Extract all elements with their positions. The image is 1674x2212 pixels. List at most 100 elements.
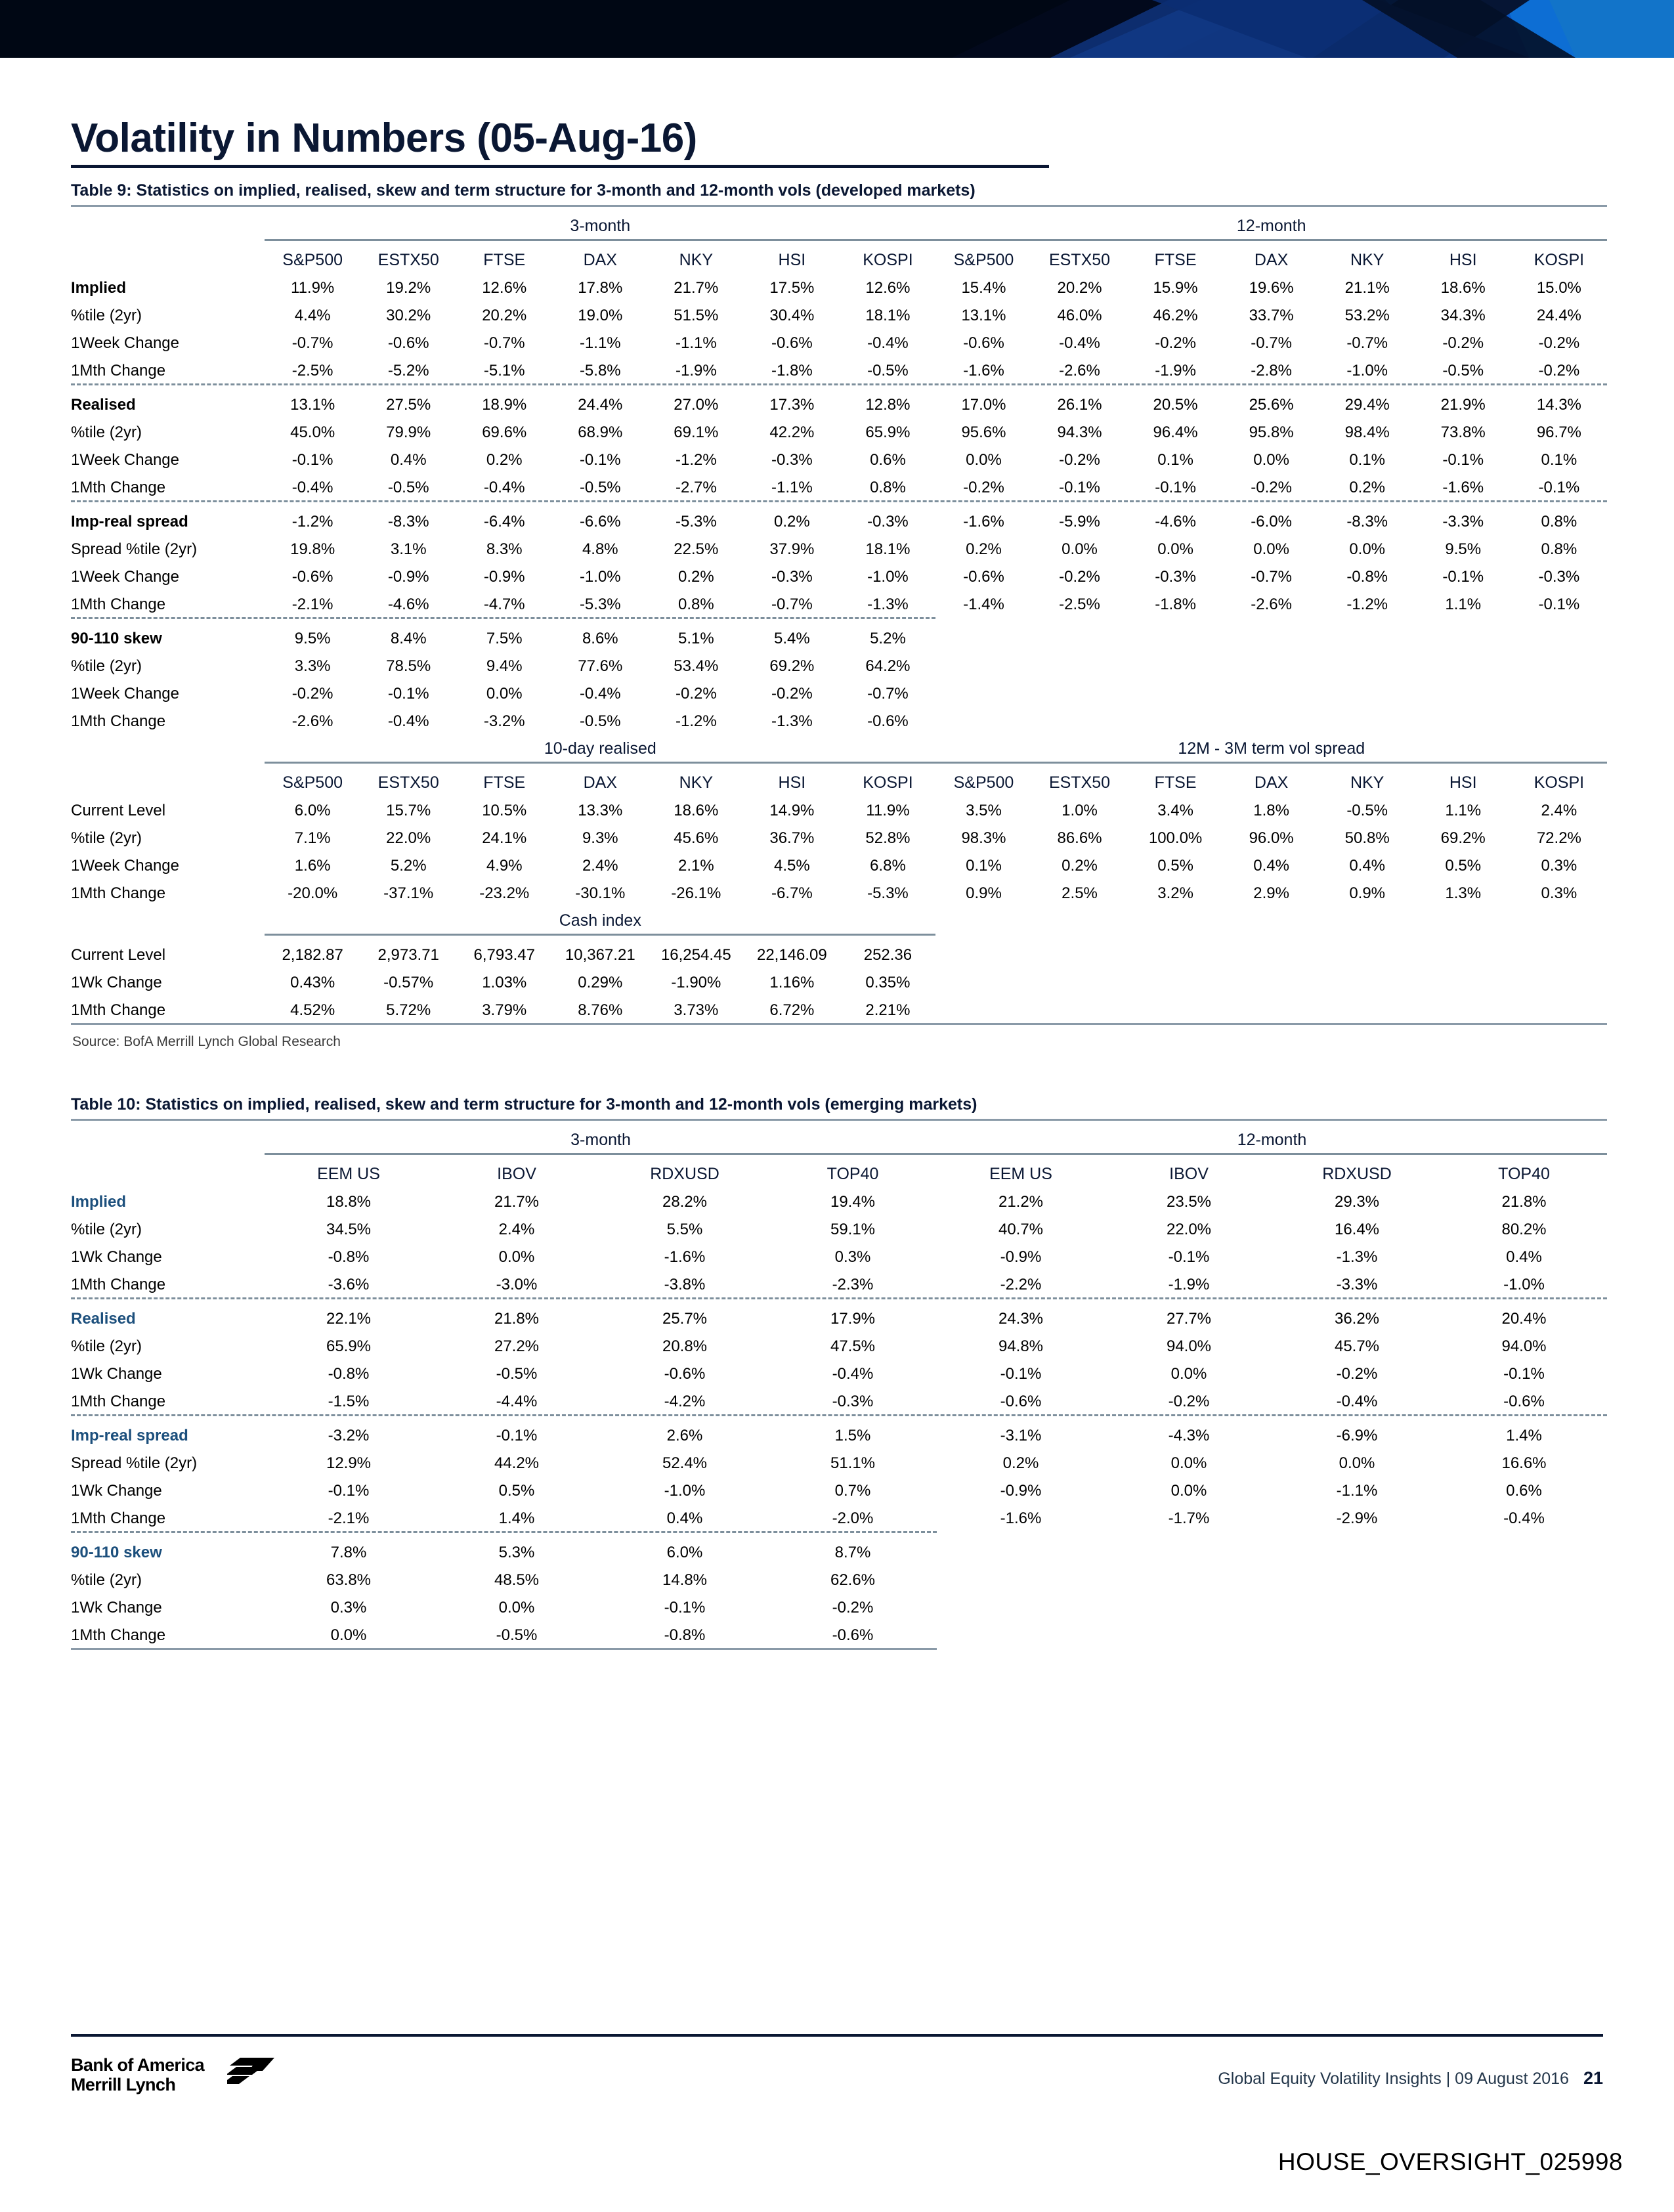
cell: -1.1% [675,334,717,352]
cell: -0.7% [291,334,333,352]
cell: 95.6% [961,423,1006,441]
table-row: 1Wk Change 0.43% -0.57% 1.03% 0.29% -1.9… [71,963,1607,991]
table-row: 1Wk Change -0.8% -0.5% -0.6% -0.4% -0.1%… [71,1355,1607,1382]
cell: 5.1% [677,630,714,647]
cell: 27.5% [386,396,431,414]
cell: -6.9% [1336,1427,1378,1444]
cell: -0.7% [771,596,813,613]
row-label: %tile (2yr) [71,657,142,675]
cell: 33.7% [1249,307,1294,324]
cell: 1.5% [834,1427,871,1444]
row-label: 1Mth Change [71,1001,166,1019]
table-row: %tile (2yr) 3.3% 78.5% 9.4% 77.6% 53.4% … [71,647,1607,674]
row-label: 1Week Change [71,685,179,703]
footer-publication: Global Equity Volatility Insights | 09 A… [1218,2070,1569,2088]
table-row: 1Mth Change -3.6% -3.0% -3.8% -2.3% -2.2… [71,1265,1607,1293]
cell: -0.5% [1442,362,1484,380]
table-row: 1Mth Change -2.1% 1.4% 0.4% -2.0% -1.6% … [71,1499,1607,1527]
cell: -0.2% [832,1599,874,1616]
cell: -3.1% [1000,1427,1042,1444]
cell: -0.6% [1503,1393,1545,1410]
cell: 21.1% [1344,279,1390,297]
table9-lower-col-10: DAX [1254,773,1289,792]
cell: 98.4% [1344,423,1390,441]
cell: 4.5% [774,857,810,875]
cell: 2.6% [666,1427,703,1444]
cell: -8.3% [1346,513,1388,531]
table-row: 1Mth Change 0.0% -0.5% -0.8% -0.6% [71,1616,1607,1643]
table10-col-7: TOP40 [1498,1165,1550,1183]
row-label: 1Mth Change [71,1276,166,1293]
row-label: Current Level [71,802,166,819]
row-label: Realised [71,1310,136,1328]
row-label: %tile (2yr) [71,307,142,324]
cell: -0.5% [496,1626,538,1644]
row-label: Realised [71,396,136,414]
cell: 21.7% [674,279,719,297]
cell: -1.0% [1503,1276,1545,1293]
page-number: 21 [1583,2068,1603,2088]
cell: 22.1% [326,1310,372,1328]
cell: 8.6% [582,630,618,647]
table9-group-termvol: 12M - 3M term vol spread [1178,739,1365,758]
row-label: Implied [71,1193,127,1211]
cell: 65.9% [865,423,911,441]
cell: 0.0% [498,1248,535,1266]
cell: 17.5% [769,279,815,297]
cell: -0.6% [867,712,909,730]
cell: -0.2% [1442,334,1484,352]
cell: 65.9% [326,1337,372,1355]
cell: 21.9% [1440,396,1486,414]
cell: -0.1% [1168,1248,1210,1266]
cell: 9.5% [294,630,331,647]
table10-group-rule [71,1148,1607,1155]
cell: 0.0% [1170,1365,1207,1383]
cell: 13.1% [961,307,1006,324]
cell: -5.2% [387,362,429,380]
cell: 0.5% [498,1482,535,1500]
row-label: Implied [71,279,127,297]
cell: -3.3% [1336,1276,1378,1293]
cell: 17.3% [769,396,815,414]
cell: 47.5% [830,1337,876,1355]
cell: 0.0% [1170,1454,1207,1472]
cell: 0.6% [870,451,906,469]
table10-col-0: EEM US [317,1165,380,1183]
row-label: %tile (2yr) [71,829,142,847]
table9-col-6: KOSPI [863,251,913,269]
cell: -0.6% [832,1626,874,1644]
cell: 36.2% [1334,1310,1380,1328]
row-label: 1Week Change [71,334,179,352]
cell: -2.7% [675,479,717,496]
cell: -1.2% [675,451,717,469]
cell: -4.2% [664,1393,706,1410]
cell: 0.0% [966,451,1002,469]
table-row: 1Week Change -0.7% -0.6% -0.7% -1.1% -1.… [71,324,1607,351]
table9-top-rule [71,200,1607,207]
row-label: 1Wk Change [71,1482,162,1500]
cell: -2.8% [1251,362,1292,380]
cell: 52.4% [662,1454,708,1472]
cell: -0.1% [664,1599,706,1616]
cell: -2.9% [1336,1509,1378,1527]
table-row: 1Week Change 1.6% 5.2% 4.9% 2.4% 2.1% 4.… [71,846,1607,874]
cell: -8.3% [387,513,429,531]
cell: 0.4% [1253,857,1289,875]
cell: 3.1% [390,540,427,558]
table-row: Spread %tile (2yr) 12.9% 44.2% 52.4% 51.… [71,1444,1607,1471]
table9-col-2: FTSE [483,251,526,269]
cell: 46.0% [1057,307,1102,324]
row-label: 1Mth Change [71,1393,166,1410]
cell: -1.6% [963,513,1004,531]
cell: -4.4% [496,1393,538,1410]
cell: -0.6% [387,334,429,352]
cell: -0.4% [832,1365,874,1383]
cell: 68.9% [578,423,623,441]
cell: 15.7% [386,802,431,819]
cell: 12.9% [326,1454,372,1472]
row-label: 1Wk Change [71,974,162,991]
cell: 0.29% [578,974,623,991]
cell: 10,367.21 [565,946,635,964]
cell: -1.1% [579,334,621,352]
